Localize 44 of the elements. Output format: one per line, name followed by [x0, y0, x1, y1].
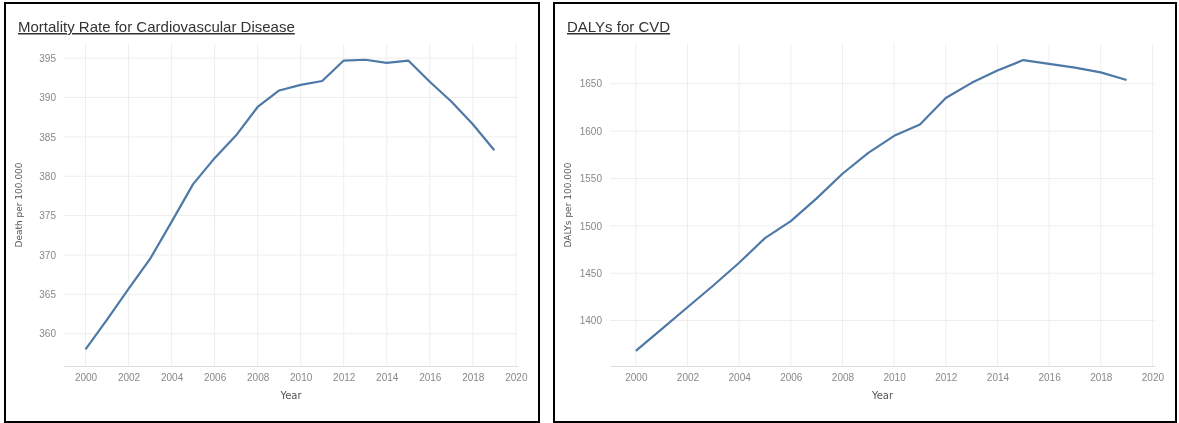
x-tick-label: 2010 — [290, 372, 313, 384]
x-tick-label: 2002 — [117, 372, 141, 384]
line-series — [84, 58, 496, 351]
y-tick-label: 375 — [39, 210, 57, 222]
x-tick-label: 2020 — [505, 372, 528, 384]
x-tick-label: 2004 — [160, 372, 184, 384]
y-tick-label: 1600 — [579, 125, 603, 137]
y-tick-label: 1650 — [579, 78, 603, 90]
x-tick-label: 2012 — [935, 372, 958, 384]
y-tick-label: 365 — [39, 289, 57, 301]
y-tick-label: 370 — [39, 249, 57, 261]
y-tick-label: 385 — [39, 131, 57, 143]
y-tick-label: 1450 — [579, 267, 603, 279]
y-axis-title: DALYs per 100.000 — [563, 162, 573, 248]
x-tick-label: 2012 — [333, 372, 356, 384]
y-tick-label: 1550 — [579, 173, 603, 185]
y-tick-label: 390 — [39, 92, 57, 104]
x-tick-label: 2020 — [1141, 372, 1165, 384]
x-tick-label: 2014 — [986, 372, 1010, 384]
chart-title: Mortality Rate for Cardiovascular Disease — [18, 18, 295, 35]
x-tick-label: 2018 — [1090, 372, 1113, 384]
y-tick-label: 1400 — [579, 315, 603, 327]
x-tick-label: 2006 — [780, 372, 803, 384]
y-tick-label: 1500 — [579, 220, 603, 232]
chart-title: DALYs for CVD — [567, 18, 671, 35]
y-tick-label: 380 — [39, 170, 57, 182]
x-tick-label: 2014 — [376, 372, 399, 384]
line-series — [634, 59, 1128, 352]
y-tick-label: 360 — [39, 328, 57, 340]
x-tick-label: 2004 — [728, 372, 752, 384]
x-tick-label: 2000 — [625, 372, 648, 384]
x-axis-title: Year — [279, 390, 303, 401]
x-tick-label: 2008 — [831, 372, 855, 384]
x-axis-title: Year — [870, 390, 894, 401]
x-tick-label: 2010 — [883, 372, 907, 384]
x-tick-label: 2002 — [676, 372, 700, 384]
y-axis-title: Death per 100.000 — [14, 162, 24, 248]
x-tick-label: 2000 — [74, 372, 98, 384]
x-tick-label: 2018 — [462, 372, 485, 384]
x-tick-label: 2016 — [1038, 372, 1062, 384]
y-tick-label: 395 — [39, 52, 57, 64]
x-tick-label: 2008 — [247, 372, 270, 384]
x-tick-label: 2006 — [203, 372, 227, 384]
x-tick-label: 2016 — [419, 372, 442, 384]
